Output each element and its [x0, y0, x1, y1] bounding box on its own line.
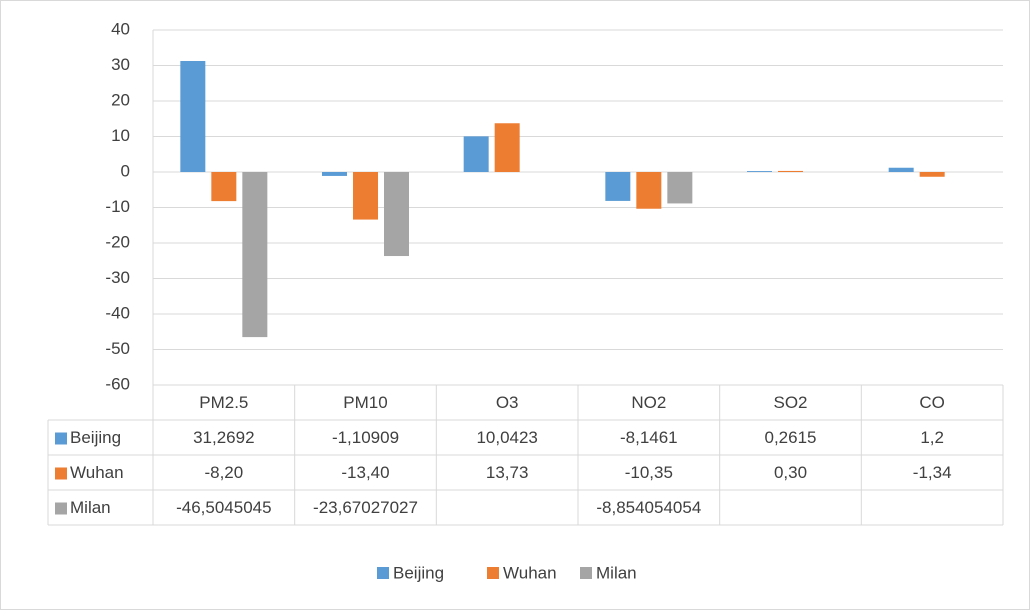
table-legend-key [55, 467, 67, 480]
table-value: -8,20 [204, 463, 243, 482]
table-series-name: Beijing [70, 428, 121, 447]
y-tick-label: -20 [105, 232, 130, 251]
table-value: 1,2 [920, 428, 944, 447]
table-value: 13,73 [486, 463, 529, 482]
bar [605, 172, 631, 201]
y-tick-label: -40 [105, 303, 130, 322]
table-value: -1,10909 [332, 428, 399, 447]
bar [778, 170, 803, 172]
category-label: SO2 [773, 393, 807, 412]
table-value: -46,5045045 [176, 498, 271, 517]
table-value: 31,2692 [193, 428, 254, 447]
table-value: -8,854054054 [596, 498, 701, 517]
table-value: -8,1461 [620, 428, 678, 447]
bar [322, 172, 347, 176]
y-tick-label: -30 [105, 268, 130, 287]
category-label: PM2.5 [199, 393, 248, 412]
table-legend-key [55, 432, 67, 445]
category-label: CO [919, 393, 945, 412]
legend-key [580, 567, 592, 579]
bar [919, 172, 945, 177]
bar [667, 172, 693, 204]
legend-label: Wuhan [503, 563, 557, 582]
bar [888, 167, 914, 172]
bar [463, 136, 489, 172]
y-tick-label: -10 [105, 197, 130, 216]
bar [211, 172, 237, 202]
y-tick-label: 20 [111, 90, 130, 109]
table-value: -10,35 [625, 463, 673, 482]
bar [384, 172, 409, 257]
bar [353, 172, 378, 220]
table-value: -13,40 [341, 463, 389, 482]
table-legend-key [55, 502, 67, 515]
table-value: -23,67027027 [313, 498, 418, 517]
y-tick-label: 10 [111, 126, 130, 145]
table-value: 0,30 [774, 463, 807, 482]
table-value: 0,2615 [765, 428, 817, 447]
bar [747, 171, 772, 172]
legend-key [487, 567, 499, 579]
category-label: PM10 [343, 393, 387, 412]
y-tick-label: 0 [121, 161, 130, 180]
legend-key [377, 567, 389, 579]
category-label: O3 [496, 393, 519, 412]
bar [636, 172, 662, 209]
y-tick-label: -60 [105, 374, 130, 393]
y-tick-label: -50 [105, 339, 130, 358]
legend-label: Beijing [393, 563, 444, 582]
y-tick-label: 40 [111, 19, 130, 38]
bar [494, 123, 520, 172]
bar [180, 60, 206, 172]
table-value: 10,0423 [476, 428, 537, 447]
category-label: NO2 [631, 393, 666, 412]
bar [242, 172, 268, 338]
table-series-name: Milan [70, 498, 111, 517]
table-series-name: Wuhan [70, 463, 124, 482]
y-tick-label: 30 [111, 55, 130, 74]
table-value: -1,34 [913, 463, 952, 482]
legend-label: Milan [596, 563, 637, 582]
